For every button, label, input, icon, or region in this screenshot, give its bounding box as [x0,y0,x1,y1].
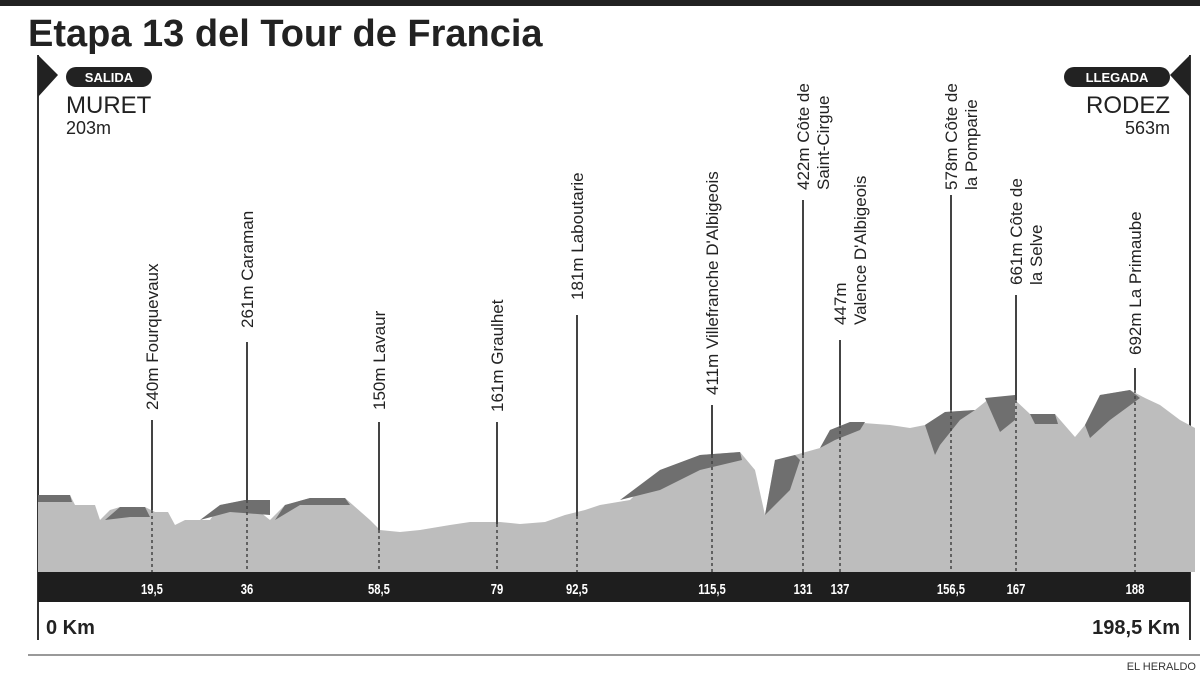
waypoint-km: 115,5 [698,580,726,597]
distance-start: 0 Km [46,617,95,639]
finish-badge [1064,67,1170,87]
waypoint-km: 58,5 [368,580,390,597]
waypoint-km: 79 [491,580,504,597]
waypoint-label: 181m Laboutarie [568,172,587,300]
finish-altitude: 563m [1125,118,1170,138]
waypoint-km: 36 [241,580,254,597]
steep-sections [38,390,1140,520]
title: Etapa 13 del Tour de Francia [28,13,543,55]
waypoint-label: 261m Caraman [238,211,257,328]
waypoint-km: 188 [1126,580,1145,597]
waypoint-label: Valence D'Albigeois [851,176,870,325]
waypoint-km: 137 [831,580,850,597]
waypoint-km: 92,5 [566,580,588,597]
waypoints: 240m Fourquevaux 19,5 261m Caraman 36 150m L… [141,83,1145,597]
waypoint-label: 161m Graulhet [488,299,507,412]
finish-town: RODEZ [1086,92,1170,119]
finish-flag [1170,55,1190,97]
waypoint-km: 167 [1007,580,1026,597]
waypoint-label: la Pomparie [962,99,981,190]
elevation-profile [38,390,1195,572]
waypoint-label: 661m Côte de [1007,178,1026,285]
waypoint-label: 692m La Primaube [1126,211,1145,355]
distance-end: 198,5 Km [1092,617,1180,639]
waypoint-label: 240m Fourquevaux [143,263,162,410]
waypoint-km: 156,5 [937,580,965,597]
waypoint-label: 411m Villefranche D'Albigeois [703,171,722,395]
waypoint-label: 447m [831,282,850,325]
waypoint-label: 578m Côte de [942,83,961,190]
top-rule [0,0,1200,6]
waypoint-km: 131 [794,580,813,597]
start-flag [38,55,58,97]
start-town: MURET [66,92,152,119]
waypoint-label: 422m Côte de [794,83,813,190]
km-bar [38,572,1190,602]
start-altitude: 203m [66,118,111,138]
waypoint-km: 19,5 [141,580,163,597]
waypoint-label: la Selve [1027,225,1046,285]
waypoint-label: 150m Lavaur [370,310,389,410]
waypoint-label: Saint-Cirgue [814,96,833,191]
finish-badge-text: LLEGADA [1086,70,1149,85]
start-badge-text: SALIDA [85,70,134,85]
credit: EL HERALDO [1127,661,1197,673]
start-badge [66,67,152,87]
